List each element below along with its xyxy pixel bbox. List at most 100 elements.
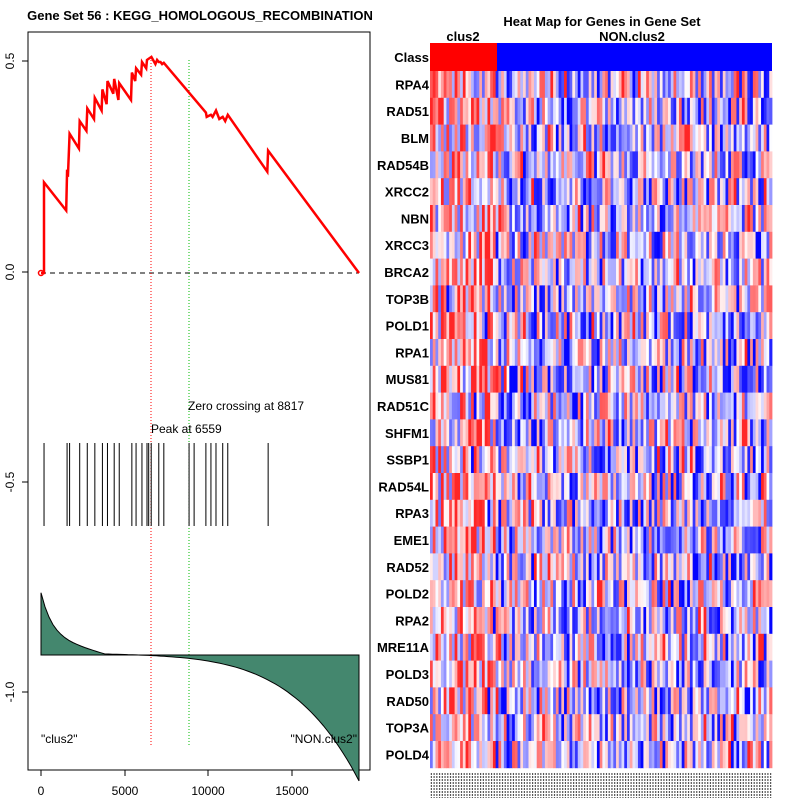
heatmap-cell <box>651 151 655 179</box>
heatmap-cell <box>750 660 754 688</box>
heatmap-cell <box>736 741 740 769</box>
heatmap-cell <box>443 285 447 313</box>
heatmap-cell <box>490 71 494 99</box>
heatmap-cell <box>744 446 748 474</box>
heatmap-cell <box>643 151 647 179</box>
heatmap-cell <box>665 97 669 125</box>
heatmap-cell <box>629 205 633 233</box>
heatmap-cell <box>596 151 601 179</box>
heatmap-cell <box>703 258 707 286</box>
heatmap-cell <box>432 633 436 661</box>
heatmap-cell <box>717 446 721 474</box>
heatmap-cell <box>714 607 718 635</box>
heatmap-cell <box>689 365 694 393</box>
heatmap-cell <box>654 97 658 125</box>
heatmap-cell <box>457 499 461 527</box>
heatmap-cell <box>703 660 707 688</box>
heatmap-cell <box>561 392 565 420</box>
heatmap-cell <box>635 392 639 420</box>
heatmap-cell <box>758 419 762 447</box>
heatmap-cell <box>616 633 620 661</box>
heatmap-cell <box>446 97 450 125</box>
heatmap-cell <box>542 473 546 501</box>
heatmap-cell <box>517 419 521 447</box>
heatmap-cell <box>750 124 754 152</box>
heatmap-cell <box>761 526 765 554</box>
heatmap-cell <box>564 741 568 769</box>
heatmap-cell <box>684 339 688 367</box>
heatmap-cell <box>509 633 513 661</box>
heatmap-cell <box>695 526 699 554</box>
heatmap-cell <box>689 231 694 259</box>
heatmap-cell <box>564 392 568 420</box>
heatmap-cell <box>550 473 554 501</box>
heatmap-cell <box>484 124 488 152</box>
heatmap-cell <box>632 71 636 99</box>
heatmap-cell <box>681 151 685 179</box>
heatmap-cell <box>512 607 516 635</box>
heatmap-cell <box>681 365 685 393</box>
heatmap-cell <box>583 741 587 769</box>
heatmap-cell <box>430 660 434 688</box>
heatmap-cell <box>678 741 683 769</box>
heatmap-cell <box>654 392 658 420</box>
heatmap-cell <box>506 365 510 393</box>
heatmap-cell <box>635 714 639 742</box>
heatmap-cell <box>553 526 557 554</box>
heatmap-cell <box>531 205 535 233</box>
heatmap-cell <box>501 312 505 340</box>
heatmap-cell <box>432 71 436 99</box>
heatmap-cell <box>471 365 475 393</box>
heatmap-cell <box>750 446 754 474</box>
x-tick-label: 5000 <box>112 784 139 798</box>
heatmap-cell <box>492 660 497 688</box>
heatmap-cell <box>662 312 666 340</box>
heatmap-cell <box>495 553 499 581</box>
heatmap-cell <box>454 231 458 259</box>
heatmap-cell <box>487 580 491 608</box>
heatmap-cell <box>709 499 713 527</box>
heatmap-cell <box>651 178 655 206</box>
heatmap-cell <box>763 312 767 340</box>
heatmap-cell <box>449 258 453 286</box>
heatmap-cell <box>665 499 669 527</box>
heatmap-cell <box>720 473 724 501</box>
heatmap-cell <box>607 151 611 179</box>
heatmap-cell <box>553 205 557 233</box>
heatmap-cell <box>657 205 661 233</box>
heatmap-cell <box>479 633 483 661</box>
heatmap-cell <box>432 97 436 125</box>
heatmap-cell <box>750 205 754 233</box>
heatmap-cell <box>531 71 535 99</box>
heatmap-cell <box>465 71 469 99</box>
heatmap-cell <box>684 231 688 259</box>
heatmap-cell <box>539 151 543 179</box>
heatmap-cell <box>629 178 633 206</box>
heatmap-cell <box>599 71 603 99</box>
heatmap-cell <box>706 473 710 501</box>
heatmap-cell <box>744 285 748 313</box>
heatmap-cell <box>492 392 497 420</box>
heatmap-cell <box>728 178 732 206</box>
heatmap-cell <box>616 258 620 286</box>
heatmap-cell <box>572 419 576 447</box>
heatmap-cell <box>512 714 516 742</box>
heatmap-cell <box>637 446 642 474</box>
heatmap-cell <box>618 419 622 447</box>
heatmap-cell <box>761 660 765 688</box>
heatmap-cell <box>564 553 568 581</box>
heatmap-cell <box>733 419 737 447</box>
heatmap-cell <box>711 392 715 420</box>
heatmap-cell <box>640 607 644 635</box>
heatmap-cell <box>610 312 614 340</box>
heatmap-cell <box>695 660 699 688</box>
left-class-label: "clus2" <box>41 732 78 746</box>
heatmap-cell <box>626 285 631 313</box>
heatmap-cell <box>714 580 718 608</box>
heatmap-cell <box>662 151 666 179</box>
heatmap-cell <box>547 124 551 152</box>
heatmap-cell <box>501 633 505 661</box>
heatmap-cell <box>752 633 756 661</box>
heatmap-cell <box>725 714 729 742</box>
heatmap-cell <box>709 526 713 554</box>
